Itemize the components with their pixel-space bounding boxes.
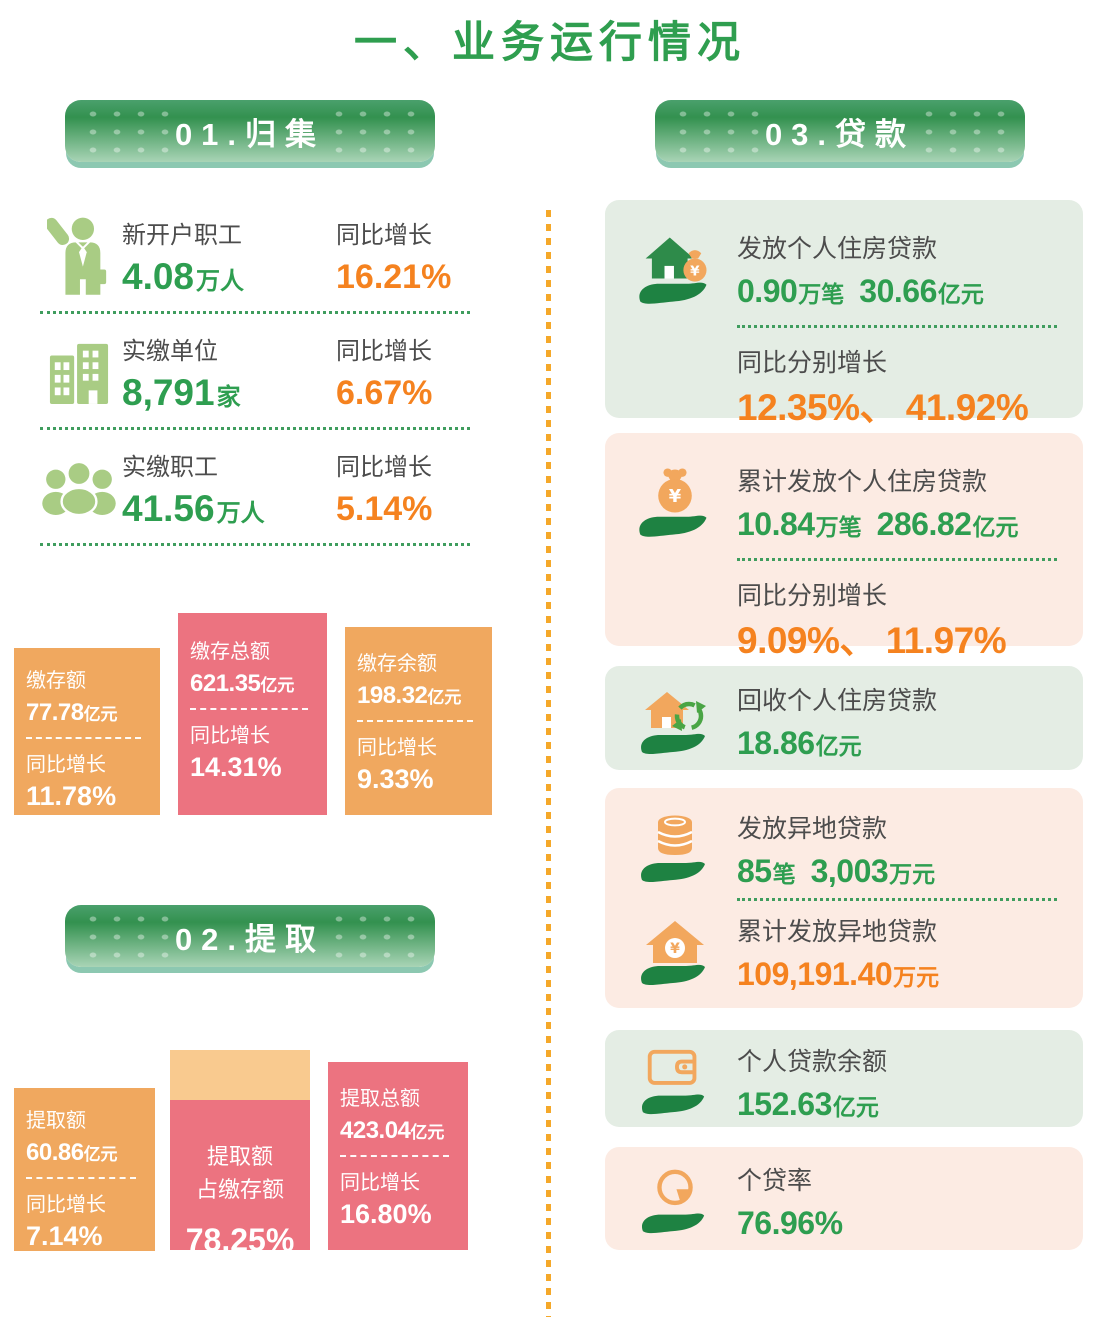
hand-house-recycle-icon <box>635 680 715 760</box>
card-value: 0.90万笔 30.66亿元 <box>737 273 984 309</box>
card-nonlocal-loans: 发放异地贷款 85笔 3,003万元 ¥ 累计发放异地贷款 109,191.40万… <box>605 788 1083 1008</box>
card-value: 109,191.40万元 <box>737 956 940 992</box>
card-title: 累计发放异地贷款 <box>737 918 938 946</box>
card-value: 18.86亿元 <box>737 725 862 761</box>
stat-value: 4.08万人 <box>122 255 245 297</box>
stat-row-paying-units: 实缴单位 8,791家 同比增长 6.67% <box>40 314 470 430</box>
stat-label: 新开户职工 <box>122 221 242 249</box>
hand-moneybag-icon: ¥ <box>635 459 715 543</box>
card-loans-recovered: 回收个人住房贷款 18.86亿元 <box>605 666 1083 770</box>
box-deposit-balance: 缴存余额 198.32亿元 同比增长 9.33% <box>345 627 492 815</box>
section-header-withdrawal: 02.提取 <box>65 905 435 967</box>
card-title: 累计发放个人住房贷款 <box>737 468 988 496</box>
dotted-separator <box>737 325 1057 328</box>
stat-yoy: 同比增长 16.21% <box>336 222 452 296</box>
dashed-separator <box>190 708 308 711</box>
card-yoy: 同比分别增长 12.35%、 41.92% <box>737 349 1029 428</box>
box-withdrawal-amount: 提取额 60.86亿元 同比增长 7.14% <box>14 1088 155 1251</box>
card-value: 10.84万笔 286.82亿元 <box>737 506 1019 542</box>
page-title: 一、业务运行情况 <box>354 19 746 67</box>
svg-text:¥: ¥ <box>669 486 682 507</box>
dashed-separator <box>26 1177 136 1180</box>
svg-text:¥: ¥ <box>690 263 700 279</box>
hand-house-yen-icon: ¥ <box>635 911 715 991</box>
hand-coins-icon <box>635 808 715 888</box>
card-value: 76.96% <box>737 1205 843 1241</box>
section-header-loans-label: 03.贷款 <box>764 116 916 152</box>
card-title: 个贷率 <box>737 1167 813 1195</box>
hand-house-moneybag-icon: ¥ <box>635 226 715 310</box>
card-loan-balance: 个人贷款余额 152.63亿元 <box>605 1030 1083 1127</box>
section-header-collection-label: 01.归集 <box>174 116 326 152</box>
section-header-collection: 01.归集 <box>65 100 435 162</box>
section-header-loans: 03.贷款 <box>655 100 1025 162</box>
card-yoy: 同比分别增长 9.09%、 11.97% <box>737 582 1007 661</box>
dashed-separator <box>26 737 141 740</box>
collection-stats: 新开户职工 4.08万人 同比增长 16.21% <box>40 198 470 546</box>
stat-value: 8,791家 <box>122 371 241 413</box>
stat-yoy: 同比增长 5.14% <box>336 454 433 528</box>
column-divider <box>546 210 551 1317</box>
card-value: 152.63亿元 <box>737 1086 879 1122</box>
box-deposit-amount: 缴存额 77.78亿元 同比增长 11.78% <box>14 648 160 815</box>
section-header-withdrawal-label: 02.提取 <box>174 921 326 957</box>
stat-row-paying-employees: 实缴职工 41.56万人 同比增长 5.14% <box>40 430 470 546</box>
stat-label: 实缴单位 <box>122 337 218 365</box>
stat-row-new-accounts: 新开户职工 4.08万人 同比增长 16.21% <box>40 198 470 314</box>
hand-pie-icon <box>635 1161 715 1239</box>
stat-value: 41.56万人 <box>122 487 265 529</box>
stat-yoy: 同比增长 6.67% <box>336 338 433 412</box>
card-title: 回收个人住房贷款 <box>737 687 938 715</box>
dashed-separator <box>340 1155 450 1158</box>
card-loans-cumulative: ¥ 累计发放个人住房贷款 10.84万笔 286.82亿元 同比分别增长 9.09… <box>605 433 1083 659</box>
box-withdrawal-total: 提取总额 423.04亿元 同比增长 16.80% <box>328 1062 468 1250</box>
card-title: 发放异地贷款 <box>737 815 888 843</box>
dotted-separator <box>737 558 1057 561</box>
box-deposit-total: 缴存总额 621.35亿元 同比增长 14.31% <box>178 613 327 815</box>
buildings-icon <box>40 332 118 410</box>
gauge-withdrawal-ratio: 提取额 占缴存额 78.25% <box>170 1050 310 1258</box>
dashed-separator <box>357 720 473 723</box>
person-icon <box>40 214 118 296</box>
card-loans-issued: ¥ 发放个人住房贷款 0.90万笔 30.66亿元 同比分别增长 12.35%、 … <box>605 200 1083 426</box>
people-group-icon <box>40 458 118 516</box>
card-loan-ratio: 个贷率 76.96% <box>605 1147 1083 1250</box>
card-value: 85笔 3,003万元 <box>737 853 936 889</box>
dotted-separator <box>737 898 1057 901</box>
hand-wallet-icon <box>635 1042 715 1120</box>
card-title: 个人贷款余额 <box>737 1048 888 1076</box>
card-title: 发放个人住房贷款 <box>737 235 938 263</box>
svg-text:¥: ¥ <box>670 941 680 957</box>
stat-label: 实缴职工 <box>122 453 218 481</box>
